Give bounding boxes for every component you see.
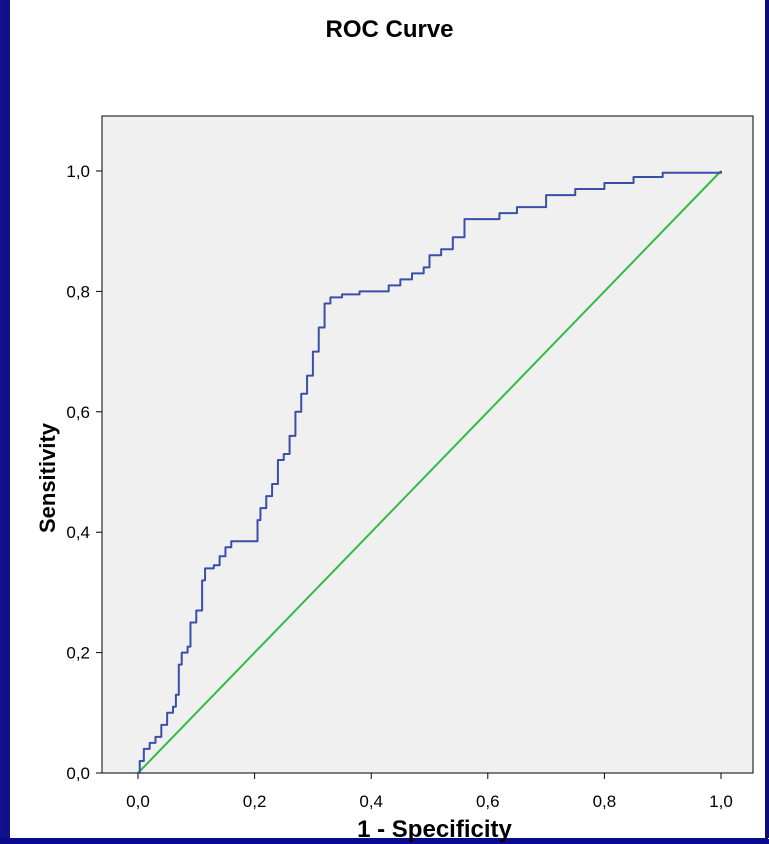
y-tick-label: 0,0 bbox=[66, 764, 90, 783]
x-tick-label: 0,0 bbox=[126, 792, 150, 811]
y-tick-label: 0,8 bbox=[66, 282, 90, 301]
axis-ticks: 0,0 0,2 0,4 0,6 0,8 1,0 0,0 0,2 0,4 0,6 0,8 1,0 bbox=[66, 162, 732, 811]
y-tick-label: 0,2 bbox=[66, 644, 90, 663]
y-tick-label: 0,4 bbox=[66, 523, 90, 542]
x-tick-label: 0,2 bbox=[243, 792, 267, 811]
y-axis-title: Sensitivity bbox=[35, 422, 60, 534]
x-tick-label: 1,0 bbox=[709, 792, 733, 811]
reference-diagonal-line bbox=[137, 170, 722, 774]
chart-title: ROC Curve bbox=[325, 16, 454, 43]
x-axis-title: 1 - Specificity bbox=[357, 816, 512, 843]
roc-chart: 0,0 0,2 0,4 0,6 0,8 1,0 0,0 0,2 0,4 0,6 0,8 1,0 bbox=[66, 115, 754, 811]
x-tick-label: 0,4 bbox=[359, 792, 383, 811]
x-tick-label: 0,6 bbox=[476, 792, 500, 811]
slide-edge bbox=[765, 0, 769, 838]
series-layer bbox=[137, 170, 722, 774]
y-tick-label: 1,0 bbox=[66, 162, 90, 181]
chart-panel: ROC Curve 0,0 0,2 0,4 0,6 0,8 1,0 0,0 0,2 0,4 0,6… bbox=[10, 0, 769, 843]
x-tick-label: 0,8 bbox=[593, 792, 617, 811]
y-tick-label: 0,6 bbox=[66, 403, 90, 422]
roc-curve-line bbox=[138, 171, 722, 774]
plot-area bbox=[101, 115, 754, 774]
y-axis-title-wrap: Sensitivity bbox=[18, 298, 78, 658]
